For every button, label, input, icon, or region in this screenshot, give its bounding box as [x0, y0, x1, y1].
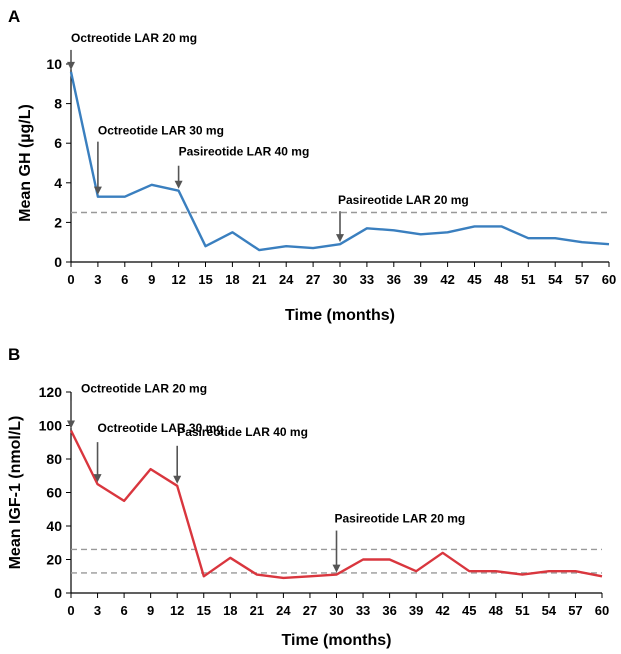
x-tick-label: 9 [147, 603, 154, 618]
annotation-arrowhead [336, 234, 344, 243]
x-tick-label: 21 [250, 603, 264, 618]
x-tick-label: 39 [413, 272, 427, 287]
x-tick-label: 6 [120, 603, 127, 618]
panel-letter: B [8, 345, 20, 364]
x-tick-label: 48 [494, 272, 508, 287]
x-tick-label: 21 [252, 272, 266, 287]
x-tick-label: 60 [602, 272, 616, 287]
annotation-label: Octreotide LAR 30 mg [98, 421, 224, 435]
x-tick-label: 15 [197, 603, 211, 618]
x-tick-label: 0 [67, 603, 74, 618]
x-tick-label: 3 [94, 272, 101, 287]
y-tick-label: 20 [46, 552, 62, 568]
x-tick-label: 36 [382, 603, 396, 618]
x-tick-label: 42 [440, 272, 454, 287]
annotation-arrowhead [67, 61, 75, 70]
y-tick-label: 120 [39, 384, 63, 400]
x-tick-label: 24 [276, 603, 291, 618]
x-tick-label: 12 [170, 603, 184, 618]
x-tick-label: 0 [67, 272, 74, 287]
annotation-label: Octreotide LAR 30 mg [98, 124, 224, 138]
annotation-arrowhead [67, 420, 75, 429]
y-tick-label: 4 [54, 175, 62, 191]
x-tick-label: 54 [548, 272, 563, 287]
x-tick-label: 60 [595, 603, 609, 618]
y-tick-label: 100 [39, 418, 63, 434]
annotation-label: Pasireotide LAR 40 mg [177, 425, 308, 439]
x-tick-label: 30 [329, 603, 343, 618]
x-tick-label: 15 [198, 272, 212, 287]
x-tick-label: 24 [279, 272, 294, 287]
x-tick-label: 42 [435, 603, 449, 618]
y-tick-label: 8 [54, 96, 62, 112]
panel-letter: A [8, 7, 20, 26]
y-tick-label: 60 [46, 485, 62, 501]
x-tick-label: 45 [467, 272, 481, 287]
x-tick-label: 33 [356, 603, 370, 618]
annotation-label: Octreotide LAR 20 mg [71, 31, 197, 45]
annotation-arrowhead [332, 564, 341, 573]
x-tick-label: 54 [542, 603, 557, 618]
y-tick-label: 0 [54, 254, 62, 270]
x-tick-label: 18 [225, 272, 239, 287]
x-tick-label: 57 [568, 603, 582, 618]
x-tick-label: 51 [515, 603, 529, 618]
x-tick-label: 9 [148, 272, 155, 287]
y-tick-label: 6 [54, 135, 62, 151]
y-axis-title: Mean IGF-1 (nmol/L) [7, 416, 24, 570]
x-tick-label: 30 [333, 272, 347, 287]
y-tick-label: 2 [54, 214, 62, 230]
annotation-label: Pasireotide LAR 20 mg [335, 512, 466, 526]
annotation-label: Pasireotide LAR 20 mg [338, 193, 469, 207]
x-tick-label: 6 [121, 272, 128, 287]
x-tick-label: 27 [306, 272, 320, 287]
y-tick-label: 80 [46, 451, 62, 467]
y-tick-label: 10 [46, 56, 62, 72]
x-tick-label: 57 [575, 272, 589, 287]
annotation-label: Octreotide LAR 20 mg [81, 382, 207, 396]
x-tick-label: 12 [171, 272, 185, 287]
annotation-arrowhead [93, 474, 102, 483]
x-tick-label: 45 [462, 603, 476, 618]
x-tick-label: 48 [489, 603, 503, 618]
y-tick-label: 0 [54, 585, 62, 601]
x-tick-label: 33 [360, 272, 374, 287]
annotation-arrowhead [174, 180, 183, 189]
annotation-arrowhead [93, 186, 102, 195]
x-tick-label: 39 [409, 603, 423, 618]
y-tick-label: 40 [46, 518, 62, 534]
x-tick-label: 36 [387, 272, 401, 287]
x-axis-title: Time (months) [285, 307, 395, 324]
annotation-label: Pasireotide LAR 40 mg [179, 145, 310, 159]
annotation-arrowhead [173, 475, 182, 484]
x-tick-label: 51 [521, 272, 535, 287]
x-tick-label: 3 [94, 603, 101, 618]
x-tick-label: 18 [223, 603, 237, 618]
x-axis-title: Time (months) [282, 632, 392, 649]
x-tick-label: 27 [303, 603, 317, 618]
y-axis-title: Mean GH (µg/L) [17, 104, 34, 222]
